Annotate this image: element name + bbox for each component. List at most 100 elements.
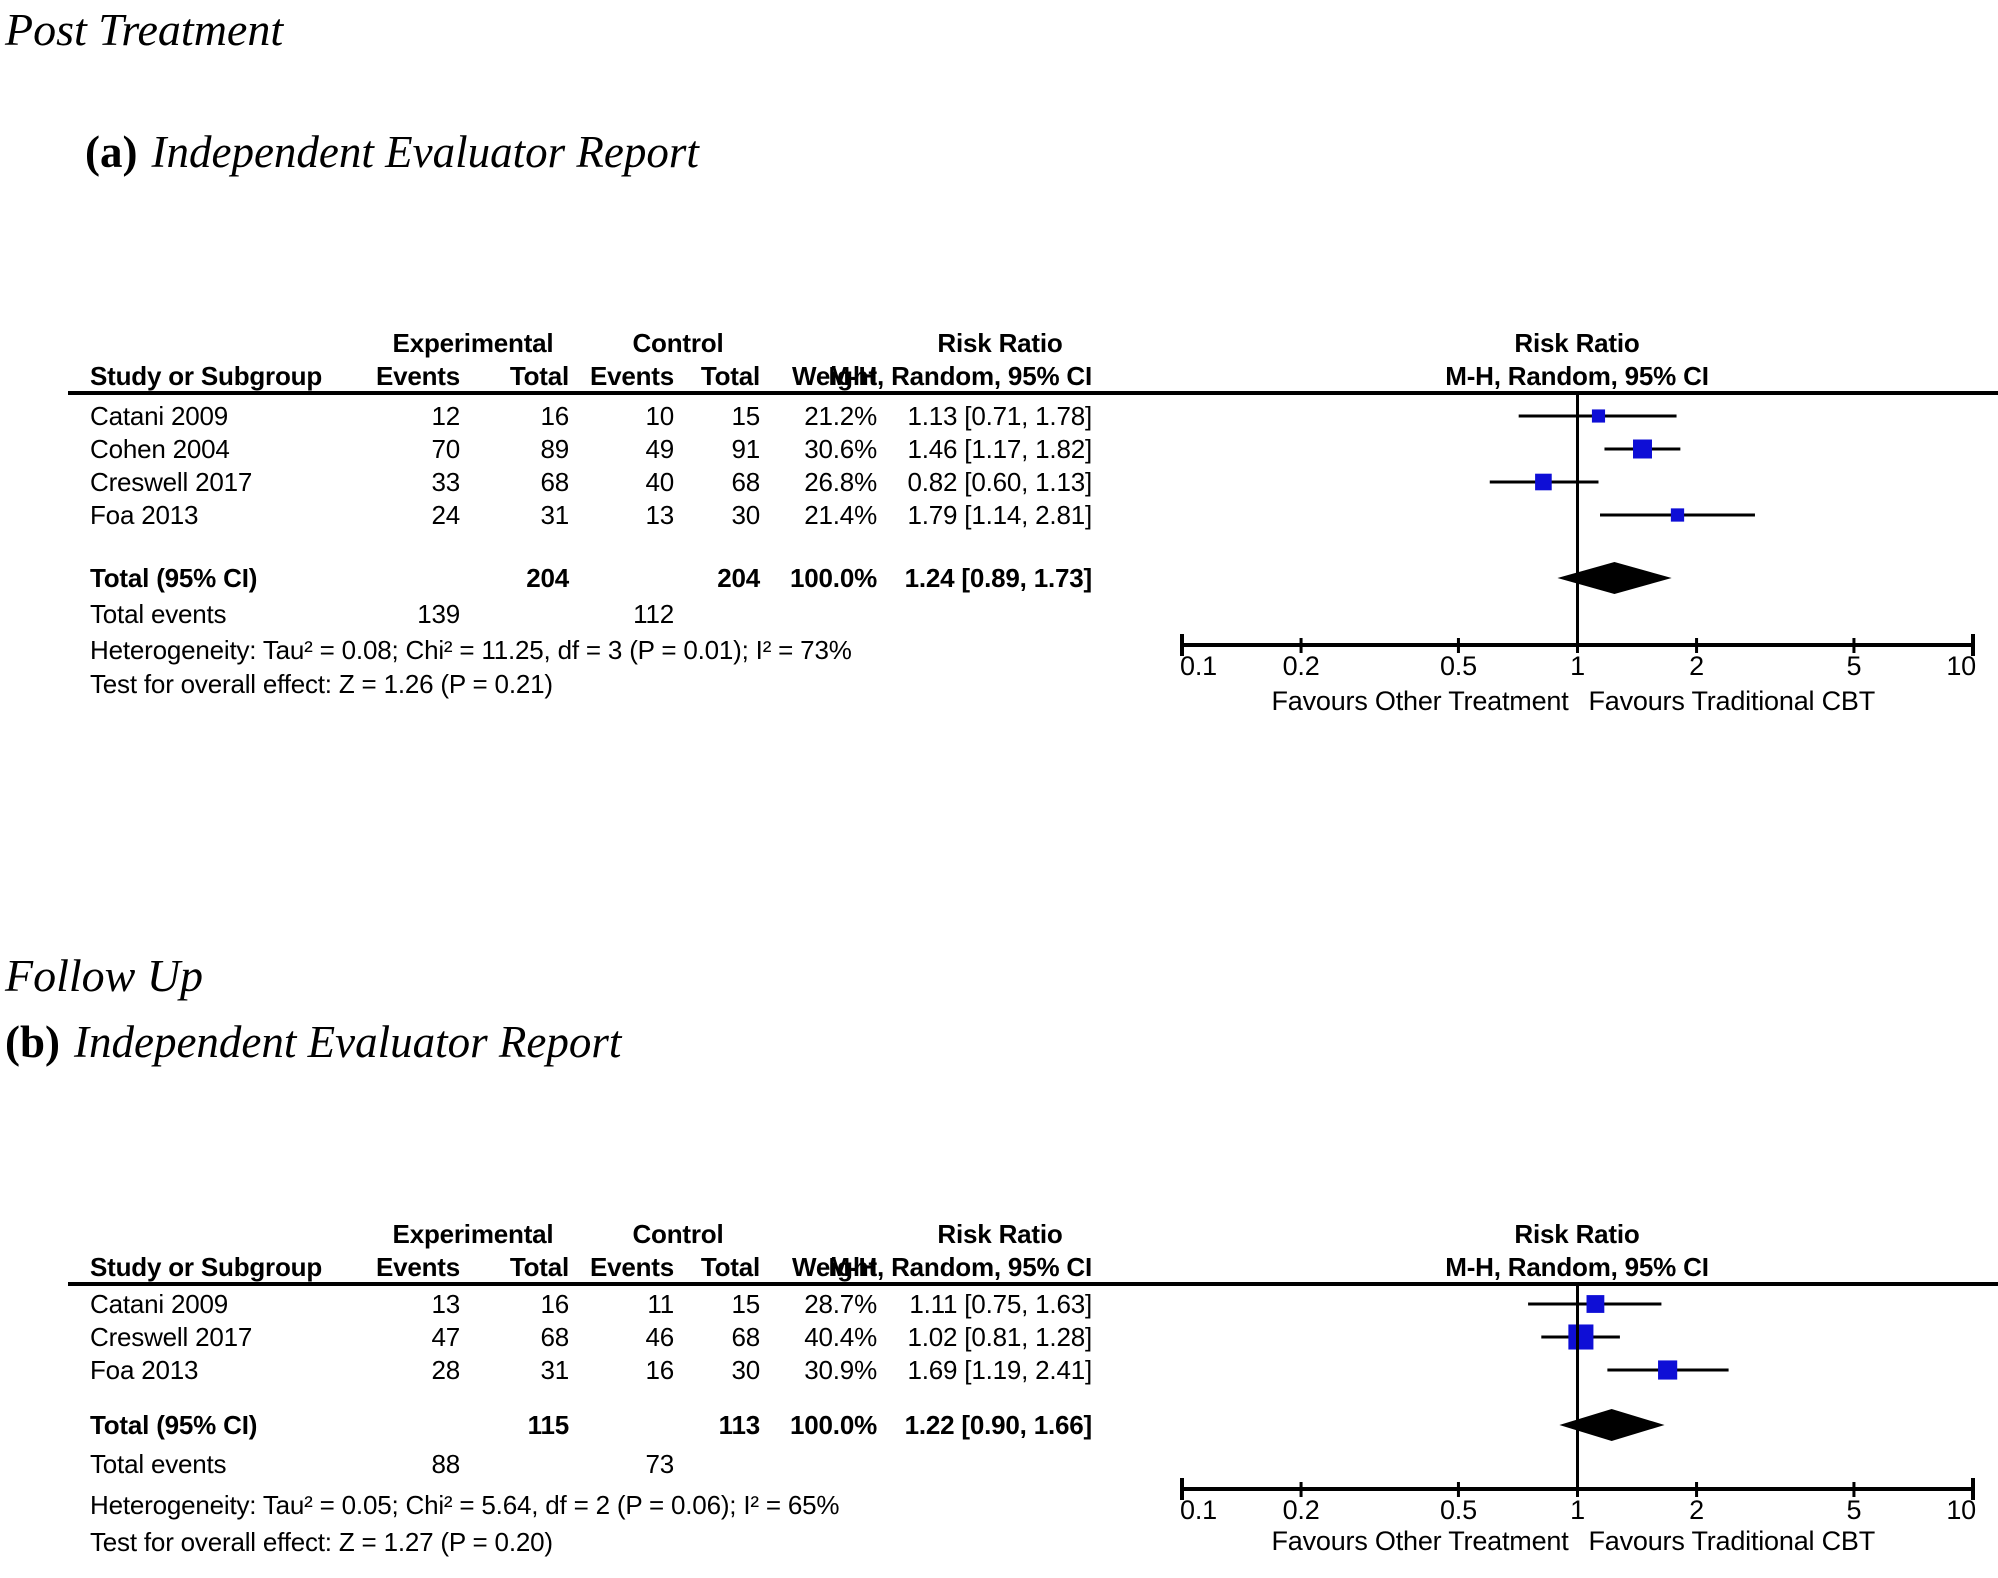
risk-ratio-plot-header: Risk Ratio <box>1514 328 1640 358</box>
heterogeneity-text: Heterogeneity: Tau² = 0.05; Chi² = 5.64,… <box>90 1490 840 1520</box>
panel-b-title: (b) Independent Evaluator Report <box>5 1014 621 1070</box>
ctl-events-header: Events <box>589 1252 674 1282</box>
effect-square <box>1568 1324 1594 1350</box>
total-weight: 100.0% <box>790 1410 877 1440</box>
study-name: Cohen 2004 <box>90 434 230 464</box>
exp-total-header: Total <box>509 361 569 391</box>
rr-ci-cell: 0.82 [0.60, 1.13] <box>907 467 1092 497</box>
tick-label: 1 <box>1570 651 1585 681</box>
risk-ratio-col-header: Risk Ratio <box>937 1219 1063 1249</box>
weight-cell: 28.7% <box>804 1289 877 1319</box>
study-name: Catani 2009 <box>90 401 229 431</box>
exp-events-cell: 33 <box>431 467 460 497</box>
total-rr-ci: 1.24 [0.89, 1.73] <box>904 563 1093 593</box>
summary-diamond <box>1557 562 1672 594</box>
ctl-events-cell: 46 <box>645 1322 674 1352</box>
total-weight: 100.0% <box>790 563 877 593</box>
mh-ci-plot-header: M-H, Random, 95% CI <box>1445 1252 1709 1282</box>
ctl-total-header: Total <box>700 1252 760 1282</box>
effect-square <box>1633 439 1652 459</box>
tick-label: 5 <box>1847 1495 1862 1525</box>
study-name: Foa 2013 <box>90 1355 199 1385</box>
exp-events-header: Events <box>375 361 460 391</box>
tick-label: 0.1 <box>1180 1495 1217 1525</box>
exp-total-cell: 68 <box>540 1322 569 1352</box>
ctl-events-header: Events <box>589 361 674 391</box>
risk-ratio-plot-header: Risk Ratio <box>1514 1219 1640 1249</box>
exp-events-header: Events <box>375 1252 460 1282</box>
exp-total-cell: 68 <box>540 467 569 497</box>
exp-total-cell: 16 <box>540 401 569 431</box>
study-col-header: Study or Subgroup <box>90 1252 323 1282</box>
tick-label: 10 <box>1946 1495 1976 1525</box>
tick-label: 1 <box>1570 1495 1585 1525</box>
study-name: Creswell 2017 <box>90 467 253 497</box>
effect-square <box>1658 1360 1678 1380</box>
exp-events-cell: 47 <box>431 1322 460 1352</box>
overall-effect-text: Test for overall effect: Z = 1.27 (P = 0… <box>90 1527 553 1557</box>
weight-cell: 30.9% <box>804 1355 877 1385</box>
ctl-events-cell: 11 <box>647 1289 674 1319</box>
total-exp-total: 204 <box>526 563 569 593</box>
study-col-header: Study or Subgroup <box>90 361 323 391</box>
total-label: Total (95% CI) <box>90 563 258 593</box>
exp-events-cell: 70 <box>431 434 460 464</box>
total-ctl-total: 204 <box>717 563 760 593</box>
group1-header: Experimental <box>392 328 554 358</box>
exp-events-cell: 12 <box>431 401 460 431</box>
ctl-total-cell: 68 <box>731 1322 760 1352</box>
weight-cell: 26.8% <box>804 467 877 497</box>
tick-label: 2 <box>1689 651 1704 681</box>
risk-ratio-col-header: Risk Ratio <box>937 328 1063 358</box>
exp-total-header: Total <box>509 1252 569 1282</box>
ctl-total-cell: 68 <box>731 467 760 497</box>
panel-a-label: (a) <box>85 127 138 177</box>
weight-header: Weight <box>792 361 877 391</box>
weight-header: Weight <box>792 1252 877 1282</box>
panel-a-title: (a) Independent Evaluator Report <box>85 124 699 180</box>
exp-events-cell: 24 <box>431 500 460 530</box>
ctl-total-header: Total <box>700 361 760 391</box>
ctl-total-cell: 15 <box>731 1289 760 1319</box>
rr-ci-cell: 1.11 [0.75, 1.63] <box>909 1289 1092 1319</box>
mh-ci-header: M-H, Random, 95% CI <box>828 1252 1093 1282</box>
study-name: Catani 2009 <box>90 1289 229 1319</box>
section-b-phase-title: Follow Up <box>5 950 204 1001</box>
weight-cell: 21.4% <box>804 500 877 530</box>
panel-b-label: (b) <box>5 1017 60 1067</box>
total-events-ctl: 112 <box>633 599 674 629</box>
ctl-events-cell: 49 <box>645 434 674 464</box>
favours-left-label: Favours Other Treatment <box>1271 1526 1569 1556</box>
ctl-total-cell: 15 <box>731 401 760 431</box>
exp-total-cell: 16 <box>540 1289 569 1319</box>
study-name: Foa 2013 <box>90 500 199 530</box>
favours-right-label: Favours Traditional CBT <box>1589 686 1876 716</box>
exp-total-cell: 31 <box>540 500 569 530</box>
exp-total-cell: 31 <box>540 1355 569 1385</box>
weight-cell: 30.6% <box>804 434 877 464</box>
total-events-label: Total events <box>90 599 227 629</box>
study-name: Creswell 2017 <box>90 1322 253 1352</box>
summary-diamond <box>1559 1409 1665 1441</box>
tick-label: 5 <box>1847 651 1862 681</box>
group2-header: Control <box>632 1219 724 1249</box>
section-a-phase-title: Post Treatment <box>5 4 284 55</box>
exp-events-cell: 13 <box>431 1289 460 1319</box>
group2-header: Control <box>632 328 724 358</box>
rr-ci-cell: 1.13 [0.71, 1.78] <box>907 401 1092 431</box>
effect-square <box>1670 508 1685 522</box>
rr-ci-cell: 1.46 [1.17, 1.82] <box>907 434 1092 464</box>
ctl-total-cell: 30 <box>731 500 760 530</box>
ctl-events-cell: 16 <box>645 1355 674 1385</box>
total-exp-total: 115 <box>527 1410 570 1440</box>
ctl-events-cell: 13 <box>645 500 674 530</box>
total-events-exp: 139 <box>417 599 460 629</box>
total-rr-ci: 1.22 [0.90, 1.66] <box>904 1410 1093 1440</box>
tick-label: 0.1 <box>1180 651 1217 681</box>
tick-label: 0.2 <box>1283 1495 1320 1525</box>
tick-label: 0.5 <box>1440 651 1477 681</box>
total-label: Total (95% CI) <box>90 1410 258 1440</box>
exp-events-cell: 28 <box>431 1355 460 1385</box>
group1-header: Experimental <box>392 1219 554 1249</box>
